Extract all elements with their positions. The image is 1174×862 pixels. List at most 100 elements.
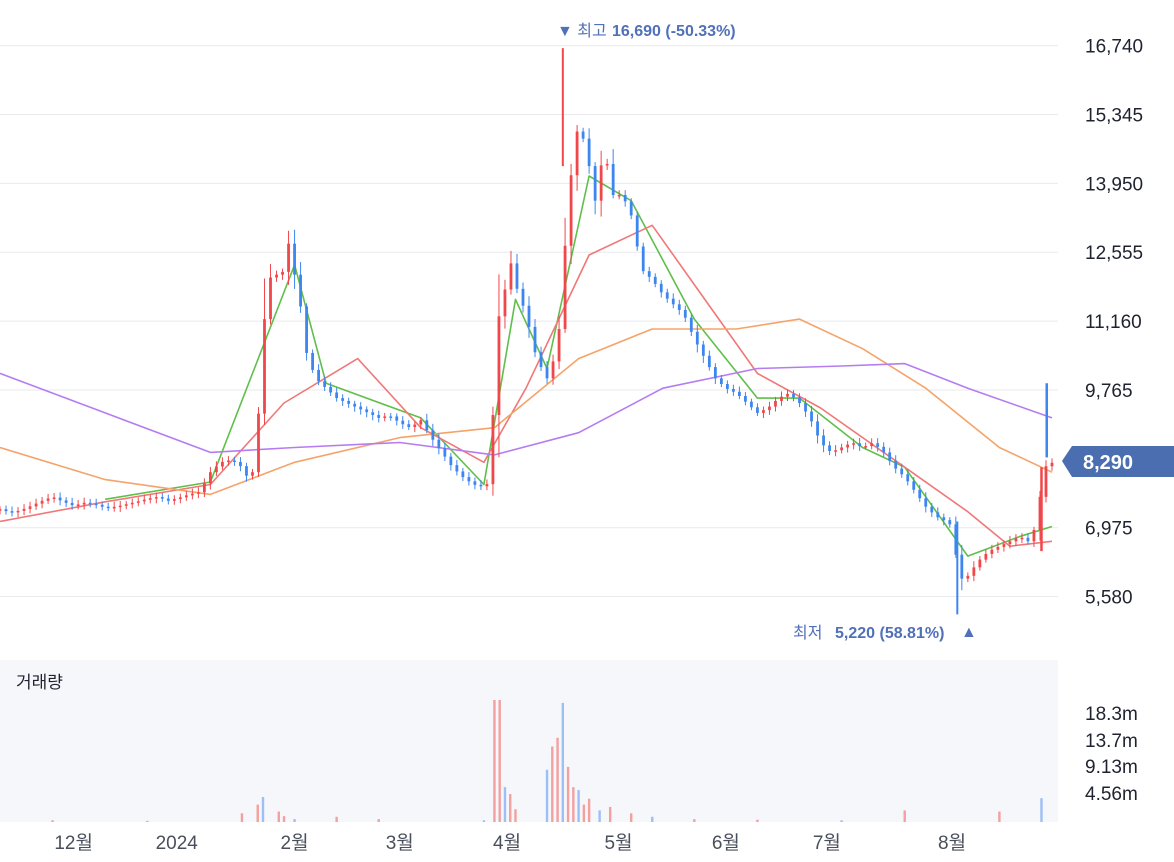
candle-body [371, 412, 375, 416]
candle-body [876, 443, 880, 447]
candle-body [828, 445, 831, 452]
candle-body [437, 439, 441, 449]
candle-body [617, 195, 621, 197]
candle-body [593, 166, 597, 201]
volume-y-tick-label: 4.56m [1085, 784, 1138, 805]
candle-body [707, 355, 711, 368]
candle-body [227, 460, 230, 463]
candle-body [1008, 541, 1012, 545]
candle-body [34, 503, 38, 507]
volume-bar [261, 797, 265, 822]
candle-body [347, 400, 351, 404]
candle-body [539, 352, 543, 368]
x-tick-label: 4월 [493, 832, 521, 854]
candle-body [515, 263, 519, 289]
volume-y-tick-label: 9.13m [1085, 757, 1138, 778]
y-tick-label: 12,555 [1085, 243, 1143, 264]
volume-bar [998, 811, 1001, 822]
candle-body [1020, 537, 1024, 540]
candle-body [930, 506, 934, 513]
candle-body [130, 502, 134, 505]
volume-bar [903, 810, 906, 822]
candle-body [239, 461, 242, 467]
candle-body [70, 502, 74, 506]
x-tick-label: 7월 [813, 832, 841, 854]
candle-body [804, 403, 807, 412]
candle-body [136, 501, 140, 503]
candle-body [82, 502, 86, 505]
candle-body [569, 175, 573, 246]
volume-bar [51, 820, 54, 822]
candle-body [581, 131, 585, 139]
candle-body [251, 472, 254, 476]
high-value: 16,690 (-50.33%) [612, 23, 736, 40]
candle-body [677, 304, 681, 310]
candle-body [359, 406, 363, 410]
candle-body [64, 500, 68, 503]
candle-body [611, 163, 615, 196]
volume-bar [498, 700, 501, 822]
candle-body [184, 495, 188, 498]
candle-body [94, 503, 98, 506]
candle-body [118, 505, 122, 508]
volume-bar [482, 820, 486, 822]
candle-body [774, 400, 777, 407]
candle-body [425, 420, 429, 431]
candle-body [383, 416, 387, 418]
volume-bar [514, 809, 517, 822]
volume-bar [277, 811, 280, 822]
volume-bar [509, 794, 512, 822]
candle-body [190, 493, 194, 496]
volume-bar [756, 819, 759, 822]
low-value: 5,220 (58.81%) [835, 625, 944, 642]
candle-body [701, 344, 705, 356]
candle-body [317, 369, 321, 382]
low-prefix: 최저 [793, 624, 822, 642]
high-prefix: ▼ 최고 [557, 22, 607, 40]
candle-body [653, 276, 657, 284]
volume-bar [598, 810, 601, 822]
candle-body [1044, 466, 1048, 497]
candle-body [221, 461, 224, 467]
candle-body [834, 450, 837, 452]
candle-body [76, 504, 80, 506]
candle-body [154, 497, 158, 499]
candle-body [822, 435, 825, 446]
candle-body [762, 410, 765, 413]
candle-body [166, 498, 170, 501]
price-y-axis: 16,740 15,345 13,950 12,555 11,160 9,765 6,975… [1085, 37, 1143, 609]
candle-body [966, 575, 970, 579]
candle-body [461, 471, 465, 478]
candle-body [497, 316, 501, 416]
candle-body [1026, 537, 1030, 542]
candle-body [395, 416, 399, 421]
volume-bar [282, 816, 286, 822]
candle-body [846, 444, 850, 448]
high-annotation: ▼ 최고 16,690 (-50.33%) [557, 22, 736, 40]
candle-body [954, 524, 958, 555]
volume-bar [577, 790, 580, 822]
volume-bar [587, 798, 591, 822]
candle-body [269, 277, 272, 320]
low-arrow-icon: ▲ [961, 624, 977, 641]
candle-body [503, 289, 507, 317]
candle-body [900, 468, 904, 475]
candle-body [587, 138, 591, 167]
candle-body [623, 195, 627, 202]
volume-bar [503, 787, 507, 822]
volume-y-tick-label: 13.7m [1085, 731, 1138, 752]
candle-body [124, 504, 128, 506]
candle-body [341, 398, 345, 401]
candle-body [0, 509, 2, 511]
moving-average-line-4 [0, 362, 1053, 456]
volume-bar [1040, 798, 1043, 822]
volume-bar [582, 804, 586, 822]
candle-body [485, 484, 489, 487]
x-tick-label: 3월 [386, 832, 414, 854]
x-tick-label: 5월 [605, 832, 633, 854]
candle-body [443, 448, 447, 457]
volume-bar [493, 700, 496, 822]
candle-body [257, 413, 260, 473]
candle-body [52, 497, 56, 500]
